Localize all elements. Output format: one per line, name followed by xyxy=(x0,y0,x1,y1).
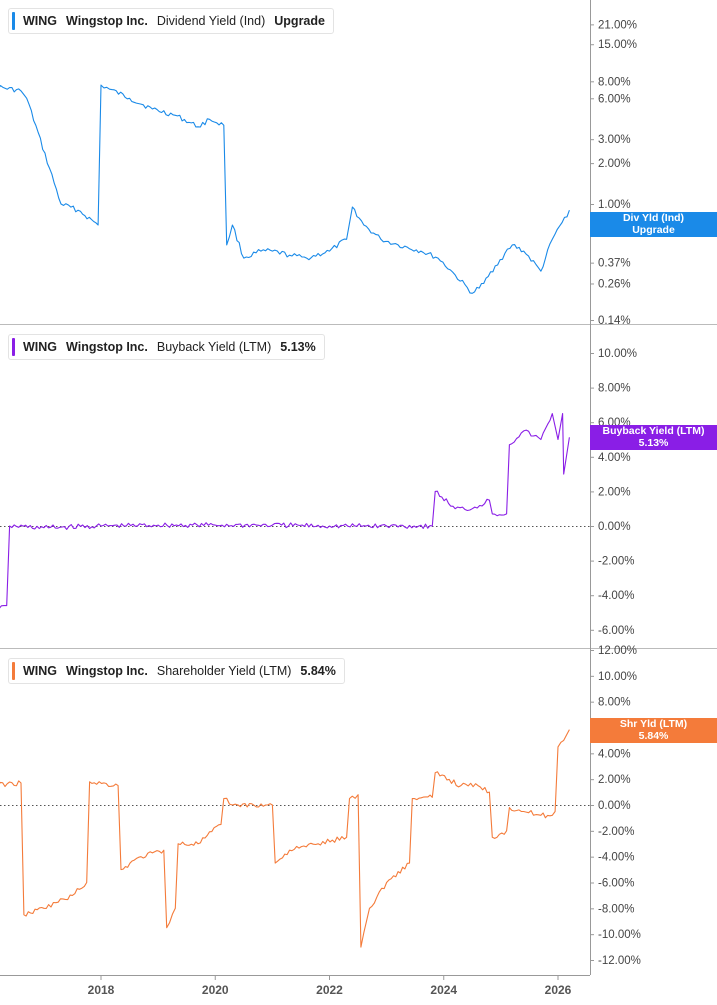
grid-layer xyxy=(0,324,717,806)
axis-layer: 21.00%15.00%8.00%6.00%3.00%2.00%1.00%0.6… xyxy=(0,0,641,997)
y-tick-label: 2.00% xyxy=(598,486,631,498)
y-tick-label: -4.00% xyxy=(598,590,634,602)
x-tick-label: 2018 xyxy=(88,983,115,997)
y-tick-label: 0.00% xyxy=(598,521,631,533)
legend-shareholder-yield[interactable]: WING Wingstop Inc. Shareholder Yield (LT… xyxy=(8,658,345,684)
legend-value: 5.84% xyxy=(300,664,336,678)
flag-value: Upgrade xyxy=(632,223,675,236)
series-line-2 xyxy=(0,413,570,609)
y-tick-label: 8.00% xyxy=(598,383,631,395)
y-tick-label: -6.00% xyxy=(598,625,634,637)
y-tick-label: 10.00% xyxy=(598,348,637,360)
y-tick-label: 0.14% xyxy=(598,315,631,327)
legend-buyback-yield[interactable]: WING Wingstop Inc. Buyback Yield (LTM) 5… xyxy=(8,334,325,360)
legend-swatch-dividend xyxy=(12,12,15,30)
y-tick-label: -10.00% xyxy=(598,929,641,941)
legend-value: 5.13% xyxy=(280,340,316,354)
flag-shareholder-yield: Shr Yld (LTM) 5.84% xyxy=(590,718,717,743)
y-tick-label: 15.00% xyxy=(598,39,637,51)
y-tick-label: 2.00% xyxy=(598,158,631,170)
legend-company: Wingstop Inc. xyxy=(66,664,148,678)
x-tick-label: 2026 xyxy=(545,983,572,997)
y-tick-label: 1.00% xyxy=(598,199,631,211)
legend-ticker: WING xyxy=(23,14,58,28)
flag-buyback-yield: Buyback Yield (LTM) 5.13% xyxy=(590,425,717,450)
legend-metric: Dividend Yield (Ind) xyxy=(156,14,266,28)
legend-company: Wingstop Inc. xyxy=(66,340,148,354)
y-tick-label: 10.00% xyxy=(598,671,637,683)
flag-dividend-yield: Div Yld (Ind) Upgrade xyxy=(590,212,717,237)
y-tick-label: 0.00% xyxy=(598,800,631,812)
legend-ticker: WING xyxy=(23,664,58,678)
y-tick-label: -6.00% xyxy=(598,878,634,890)
y-tick-label: 12.00% xyxy=(598,645,637,657)
flag-value: 5.13% xyxy=(638,436,669,449)
flag-label: Div Yld (Ind) xyxy=(622,212,685,224)
legend-metric: Buyback Yield (LTM) xyxy=(156,340,272,354)
y-tick-label: 6.00% xyxy=(598,93,631,105)
legend-value: Upgrade xyxy=(274,14,325,28)
y-tick-label: 8.00% xyxy=(598,697,631,709)
y-tick-label: 0.26% xyxy=(598,278,631,290)
y-tick-label: -4.00% xyxy=(598,852,634,864)
legend-dividend-yield[interactable]: WING Wingstop Inc. Dividend Yield (Ind) … xyxy=(8,8,334,34)
flag-value: 5.84% xyxy=(638,729,669,742)
series-line-3 xyxy=(0,729,570,948)
y-tick-label: 4.00% xyxy=(598,452,631,464)
legend-metric: Shareholder Yield (LTM) xyxy=(156,664,292,678)
legend-swatch-shareholder xyxy=(12,662,15,680)
series-line-1 xyxy=(0,84,570,294)
y-tick-label: 2.00% xyxy=(598,774,631,786)
x-tick-label: 2022 xyxy=(316,983,343,997)
y-tick-label: 8.00% xyxy=(598,76,631,88)
legend-swatch-buyback xyxy=(12,338,15,356)
y-tick-label: 21.00% xyxy=(598,19,637,31)
x-tick-label: 2020 xyxy=(202,983,229,997)
flag-label: Buyback Yield (LTM) xyxy=(602,425,705,437)
y-tick-label: 4.00% xyxy=(598,748,631,760)
y-tick-label: -2.00% xyxy=(598,826,634,838)
legend-ticker: WING xyxy=(23,340,58,354)
y-tick-label: -12.00% xyxy=(598,955,641,967)
y-tick-label: -2.00% xyxy=(598,556,634,568)
y-tick-label: 0.37% xyxy=(598,258,631,270)
legend-company: Wingstop Inc. xyxy=(66,14,148,28)
y-tick-label: -8.00% xyxy=(598,903,634,915)
y-tick-label: 3.00% xyxy=(598,134,631,146)
x-tick-label: 2024 xyxy=(430,983,457,997)
series-layer xyxy=(0,84,570,948)
flag-label: Shr Yld (LTM) xyxy=(619,718,688,730)
